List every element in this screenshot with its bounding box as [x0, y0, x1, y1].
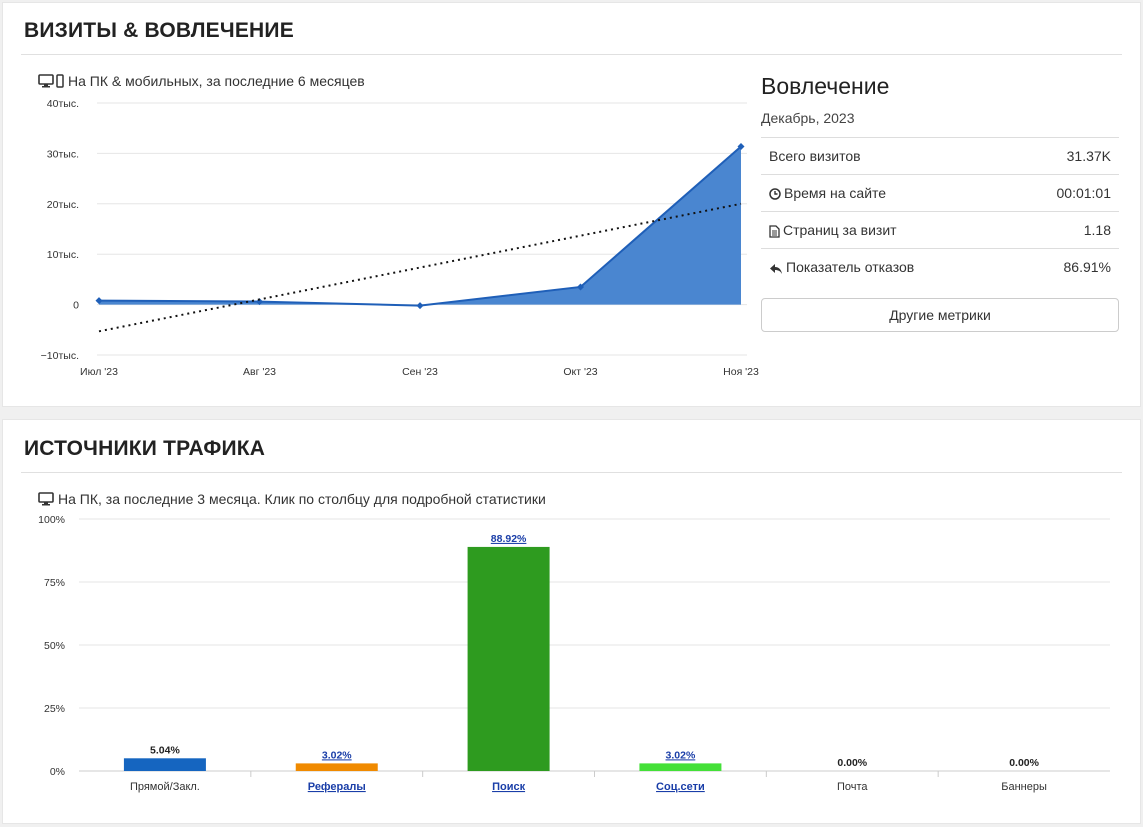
bar[interactable]: [639, 763, 722, 771]
metric-row-total-visits: Всего визитов 31.37K: [761, 137, 1119, 175]
x-category-label[interactable]: Соц.сети: [656, 781, 705, 793]
bar-group: 5.04% Прямой/Закл.: [123, 744, 206, 793]
bar-group: 0.00% Почта: [837, 757, 868, 793]
y-tick-label: 10тыс.: [47, 249, 79, 261]
x-tick-label: Июл '23: [80, 366, 118, 378]
metric-label: Показатель отказов: [786, 259, 915, 276]
y-tick-label: 20тыс.: [47, 199, 79, 211]
metric-value: 31.37K: [1010, 137, 1119, 175]
bar-value-label[interactable]: 3.02%: [666, 749, 696, 761]
metric-row-pages-per-visit: Страниц за визит 1.18: [761, 211, 1119, 249]
bar-value-label: 0.00%: [837, 757, 867, 769]
traffic-panel: ИСТОЧНИКИ ТРАФИКА На ПК, за последние 3 …: [2, 419, 1141, 824]
x-tick-label: Авг '23: [243, 366, 276, 378]
metric-value: 1.18: [1010, 211, 1119, 249]
bar[interactable]: [467, 546, 550, 771]
divider: [21, 472, 1122, 473]
visits-area-chart: 40тыс. 30тыс. 20тыс. 10тыс. 0 −10тыс.Июл '23 А…: [41, 98, 759, 378]
data-point: [577, 283, 584, 291]
metric-label: Всего визитов: [769, 148, 861, 164]
x-category-label: Баннеры: [1001, 781, 1047, 793]
bar-value-label: 0.00%: [1009, 757, 1039, 769]
y-tick-label: 30тыс.: [47, 148, 79, 160]
engagement-date: Декабрь, 2023: [761, 110, 855, 126]
more-metrics-button[interactable]: Другие метрики: [761, 297, 1119, 332]
clock-icon: [769, 188, 781, 201]
engagement-panel: Вовлечение Декабрь, 2023 Всего визитов 3…: [761, 73, 1119, 332]
x-category-label[interactable]: Поиск: [492, 781, 526, 793]
metric-value: 00:01:01: [1010, 174, 1119, 212]
y-tick-label: 0%: [50, 766, 65, 778]
bar[interactable]: [295, 763, 378, 771]
metric-label: Страниц за визит: [783, 222, 897, 238]
bar-value-label[interactable]: 3.02%: [322, 749, 352, 761]
bar-group[interactable]: 3.02% Соц.сети: [639, 749, 722, 793]
bar: [123, 758, 206, 771]
reply-arrow-icon: [770, 263, 782, 274]
visits-chart-subtitle-row: На ПК & мобильных, за последние 6 месяце…: [38, 73, 365, 89]
data-point: [416, 302, 424, 310]
data-point: [95, 297, 103, 305]
data-point: [737, 142, 745, 150]
desktop-icon: [38, 492, 54, 506]
traffic-chart-subtitle: На ПК, за последние 3 месяца. Клик по ст…: [58, 491, 546, 507]
x-tick-label: Окт '23: [563, 366, 597, 378]
y-tick-label: 0: [73, 300, 79, 312]
page-icon: [769, 225, 780, 238]
bar-value-label[interactable]: 88.92%: [491, 533, 527, 545]
data-point: [256, 298, 263, 306]
x-category-label[interactable]: Рефералы: [308, 781, 366, 793]
x-category-label: Прямой/Закл.: [130, 781, 200, 793]
metric-value: 86.91%: [1010, 248, 1119, 286]
visits-chart-subtitle: На ПК & мобильных, за последние 6 месяце…: [68, 73, 365, 89]
y-tick-label: −10тыс.: [41, 350, 79, 362]
trend-line: [98, 202, 742, 333]
x-tick-label: Ноя '23: [723, 366, 759, 378]
traffic-section-title: ИСТОЧНИКИ ТРАФИКА: [24, 437, 266, 460]
y-tick-label: 100%: [38, 514, 65, 526]
mobile-icon: [56, 74, 64, 88]
bar-group[interactable]: 88.92% Поиск: [467, 533, 550, 793]
metric-row-bounce-rate: Показатель отказов 86.91%: [761, 248, 1119, 286]
y-tick-label: 25%: [44, 703, 65, 715]
bar-value-label: 5.04%: [150, 744, 180, 756]
traffic-chart-subtitle-row: На ПК, за последние 3 месяца. Клик по ст…: [38, 491, 546, 507]
traffic-bar-chart: 100% 75% 50% 25% 0% 5.04% Прямой/Закл. 3.02% Реф…: [38, 514, 1110, 793]
bar-group[interactable]: 3.02% Рефералы: [295, 749, 378, 793]
engagement-title: Вовлечение: [761, 73, 890, 99]
desktop-icon: [38, 74, 54, 88]
visits-section-title: ВИЗИТЫ & ВОВЛЕЧЕНИЕ: [24, 19, 294, 42]
y-tick-label: 75%: [44, 577, 65, 589]
divider: [21, 54, 1122, 55]
visits-area-fill: [99, 146, 741, 306]
y-tick-label: 50%: [44, 640, 65, 652]
metric-row-time-on-site: Время на сайте 00:01:01: [761, 174, 1119, 212]
x-tick-label: Сен '23: [402, 366, 438, 378]
metric-label: Время на сайте: [784, 185, 887, 201]
x-category-label: Почта: [837, 781, 868, 793]
engagement-metrics-table: Всего визитов 31.37K Время на сайте 00:0…: [761, 137, 1119, 286]
bar-group: 0.00% Баннеры: [1001, 757, 1047, 793]
y-tick-label: 40тыс.: [47, 98, 79, 110]
visits-panel: ВИЗИТЫ & ВОВЛЕЧЕНИЕ На ПК & мобильных, з…: [2, 2, 1141, 407]
